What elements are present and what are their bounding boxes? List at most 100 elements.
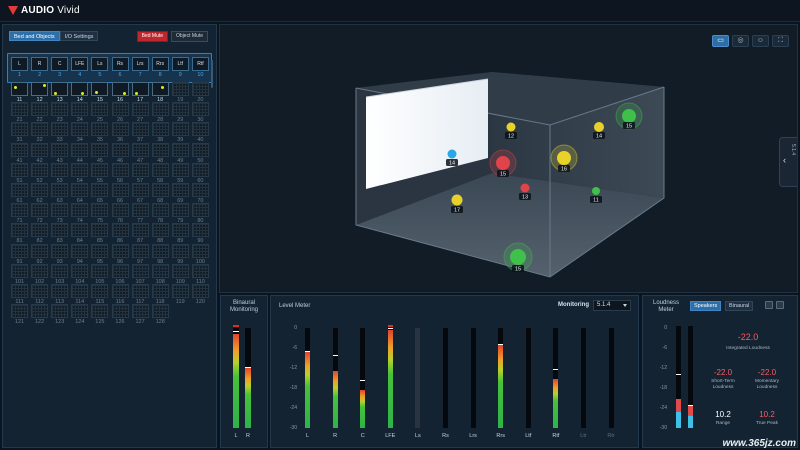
object-channel-107[interactable] [131,263,149,278]
audio-object-15[interactable]: 15 [489,149,517,178]
object-channel-66[interactable] [111,183,129,197]
object-channel-108[interactable] [151,263,169,278]
object-channel-53[interactable] [51,162,69,177]
audio-object-17[interactable]: 17 [451,194,463,214]
object-channel-68[interactable] [151,183,169,197]
pause-icon[interactable] [776,301,784,309]
object-channel-31[interactable] [11,122,28,137]
object-channel-82[interactable] [31,223,49,238]
object-channel-122[interactable] [31,304,49,319]
bed-channel-9[interactable]: Ltf [171,57,189,71]
object-channel-88[interactable] [151,223,169,238]
object-channel-51[interactable] [11,162,28,177]
object-channel-99[interactable] [171,243,189,258]
bed-channel-8[interactable]: Rrs [151,57,169,71]
object-channel-32[interactable] [31,122,49,137]
object-channel-93[interactable] [51,243,69,258]
object-channel-54[interactable] [71,162,89,177]
speaker-layout-icon[interactable]: ▭ [712,35,729,47]
object-channel-106[interactable] [111,263,129,278]
object-channel-90[interactable] [191,223,209,238]
object-channel-62[interactable] [31,183,49,197]
object-channel-113[interactable] [51,284,69,298]
bed-channel-2[interactable]: R [31,57,49,71]
object-channel-64[interactable] [71,183,89,197]
object-channel-52[interactable] [31,162,49,177]
object-mute-button[interactable]: Object Mute [171,31,208,42]
reset-icon[interactable] [765,301,773,309]
object-channel-55[interactable] [91,162,109,177]
object-channel-75[interactable] [91,203,109,218]
object-channel-23[interactable] [51,102,69,117]
object-channel-96[interactable] [111,243,129,258]
object-channel-45[interactable] [91,142,109,157]
object-channel-37[interactable] [131,122,149,137]
object-channel-38[interactable] [151,122,169,137]
object-channel-83[interactable] [51,223,69,238]
object-channel-101[interactable] [11,263,28,278]
object-channel-123[interactable] [51,304,69,319]
object-channel-33[interactable] [51,122,69,137]
object-channel-46[interactable] [111,142,129,157]
object-channel-102[interactable] [31,263,49,278]
tab-bed-and-objects[interactable]: Bed and Objects [9,31,60,41]
object-channel-59[interactable] [171,162,189,177]
object-channel-47[interactable] [131,142,149,157]
object-channel-78[interactable] [151,203,169,218]
fullscreen-icon[interactable]: ⛶ [772,35,789,47]
tab-binaural[interactable]: Binaural [725,301,754,311]
object-channel-39[interactable] [171,122,189,137]
object-channel-42[interactable] [31,142,49,157]
object-channel-61[interactable] [11,183,28,197]
object-channel-110[interactable] [191,263,209,278]
object-channel-72[interactable] [31,203,49,218]
object-channel-26[interactable] [111,102,129,117]
object-channel-89[interactable] [171,223,189,238]
object-channel-125[interactable] [91,304,109,319]
object-channel-28[interactable] [151,102,169,117]
object-channel-14[interactable] [71,82,89,96]
object-channel-77[interactable] [131,203,149,218]
bed-channel-10[interactable]: Rtf [191,57,209,71]
object-channel-63[interactable] [51,183,69,197]
object-channel-81[interactable] [11,223,28,238]
object-channel-24[interactable] [71,102,89,117]
tab-speakers[interactable]: Speakers [690,301,722,311]
audio-object-14[interactable]: 14 [593,122,605,140]
object-channel-58[interactable] [151,162,169,177]
object-channel-20[interactable] [191,82,209,96]
object-channel-126[interactable] [111,304,129,319]
object-channel-13[interactable] [51,82,69,96]
object-channel-49[interactable] [171,142,189,157]
object-channel-124[interactable] [71,304,89,319]
object-channel-11[interactable] [11,82,28,96]
object-channel-86[interactable] [111,223,129,238]
object-channel-36[interactable] [111,122,129,137]
sphere-view-icon[interactable]: ◎ [732,35,749,47]
object-channel-80[interactable] [191,203,209,218]
object-channel-17[interactable] [131,82,149,96]
object-channel-119[interactable] [171,284,189,298]
object-channel-121[interactable] [11,304,28,319]
object-channel-118[interactable] [151,284,169,298]
object-channel-30[interactable] [191,102,209,117]
object-channel-92[interactable] [31,243,49,258]
bed-channel-7[interactable]: Lrs [131,57,149,71]
object-channel-104[interactable] [71,263,89,278]
object-channel-95[interactable] [91,243,109,258]
speaker-layout-side-tab[interactable]: ‹ 5.1.4 [779,137,797,187]
bed-channel-3[interactable]: C [51,57,69,71]
audio-object-14[interactable]: 14 [446,149,458,167]
channel-grid-scrollbar[interactable] [211,60,213,88]
object-channel-100[interactable] [191,243,209,258]
object-channel-41[interactable] [11,142,28,157]
object-channel-115[interactable] [91,284,109,298]
audio-object-16[interactable]: 16 [550,144,578,173]
object-channel-25[interactable] [91,102,109,117]
object-channel-18[interactable] [151,82,169,96]
object-channel-16[interactable] [111,82,129,96]
bed-channel-1[interactable]: L [11,57,28,71]
spatial-scene-view[interactable]: 11 12 13 14 14 15 15 15 16 17 ▭ ◎ ☺ ⛶ ‹ 5.1.4 [219,24,798,293]
audio-object-11[interactable]: 11 [590,187,602,204]
object-channel-19[interactable] [171,82,189,96]
